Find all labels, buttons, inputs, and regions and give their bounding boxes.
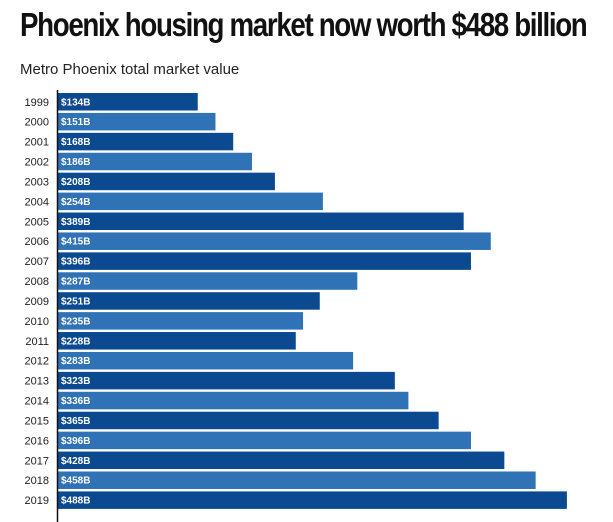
- y-tick-label-2010: 2010: [25, 316, 49, 328]
- value-label-2010: $235B: [61, 316, 90, 327]
- y-tick-label-2006: 2006: [25, 236, 49, 248]
- y-tick-label-2008: 2008: [25, 276, 49, 288]
- y-tick-label-2007: 2007: [25, 256, 49, 268]
- value-label-2016: $396B: [61, 436, 90, 447]
- y-tick-label-2001: 2001: [25, 137, 49, 149]
- value-label-2009: $251B: [61, 296, 90, 307]
- value-label-2017: $428B: [61, 456, 90, 467]
- value-label-2006: $415B: [61, 237, 90, 248]
- y-tick-label-2005: 2005: [25, 216, 49, 228]
- value-label-2012: $283B: [61, 356, 90, 367]
- bar-2007: [58, 252, 471, 270]
- y-tick-label-2015: 2015: [25, 415, 49, 427]
- bar-2016: [58, 431, 471, 450]
- bar-2017: [58, 451, 505, 470]
- chart-title: Phoenix housing market now worth $488 bi…: [20, 6, 588, 43]
- bar-1999: [58, 93, 198, 111]
- value-label-2018: $458B: [61, 476, 90, 487]
- bar-2019: [58, 491, 567, 509]
- value-label-2003: $208B: [61, 177, 90, 188]
- bar-2012: [58, 351, 354, 370]
- y-tick-label-2019: 2019: [25, 495, 49, 507]
- value-labels-group: $134B $151B $168B $186B $208B $254B $389B $415B…: [61, 97, 90, 506]
- y-tick-label-2009: 2009: [25, 296, 49, 308]
- bar-2014: [58, 391, 409, 410]
- value-label-2007: $396B: [61, 257, 90, 268]
- y-tick-label-2017: 2017: [25, 455, 49, 467]
- bar-2000: [58, 112, 216, 131]
- bar-2010: [58, 312, 304, 330]
- bar-2018: [58, 471, 536, 489]
- y-tick-label-2014: 2014: [25, 396, 49, 408]
- y-tick-label-2018: 2018: [25, 475, 49, 487]
- bar-2001: [58, 132, 234, 151]
- value-label-2014: $336B: [61, 396, 90, 407]
- y-tick-label-2003: 2003: [25, 176, 49, 188]
- bar-2005: [58, 212, 464, 231]
- bar-2004: [58, 192, 323, 211]
- value-label-2000: $151B: [61, 117, 90, 128]
- value-label-2008: $287B: [61, 277, 90, 288]
- bar-2003: [58, 172, 275, 191]
- bars-group: [58, 93, 567, 509]
- bar-2015: [58, 411, 439, 430]
- value-label-2004: $254B: [61, 197, 90, 208]
- y-tick-label-2002: 2002: [25, 157, 49, 169]
- bar-2006: [58, 232, 491, 250]
- value-label-2011: $228B: [61, 336, 90, 347]
- y-tick-label-2000: 2000: [25, 117, 49, 129]
- value-label-2013: $323B: [61, 376, 90, 387]
- value-label-1999: $134B: [61, 97, 90, 108]
- bar-2013: [58, 371, 395, 390]
- y-tick-labels-group: 1999 2000 2001 2002 2003 2004 2005 2006 2007 2008…: [25, 97, 49, 507]
- y-tick-label-2016: 2016: [25, 435, 49, 447]
- y-tick-label-2004: 2004: [25, 196, 49, 208]
- bar-2002: [58, 152, 252, 171]
- value-label-2019: $488B: [61, 496, 90, 507]
- value-label-2005: $389B: [61, 217, 90, 228]
- value-label-2002: $186B: [61, 157, 90, 168]
- chart-subtitle: Metro Phoenix total market value: [20, 61, 240, 78]
- y-tick-label-2013: 2013: [25, 376, 49, 388]
- y-tick-label-1999: 1999: [25, 97, 49, 109]
- bar-2008: [58, 272, 358, 290]
- bar-2009: [58, 292, 320, 310]
- y-tick-label-2012: 2012: [25, 356, 49, 368]
- value-label-2015: $365B: [61, 416, 90, 427]
- bar-2011: [58, 332, 296, 350]
- y-tick-label-2011: 2011: [25, 336, 49, 348]
- value-label-2001: $168B: [61, 137, 90, 148]
